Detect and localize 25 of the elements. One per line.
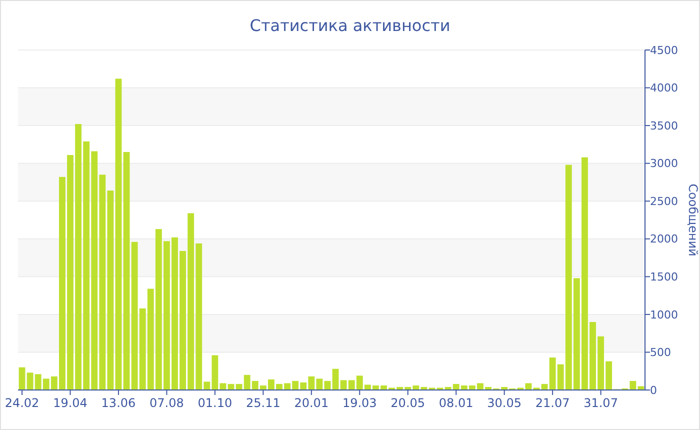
y-tick-label: 0 [650,384,657,397]
x-tick-label: 20.05 [390,396,426,410]
x-tick-label: 19.03 [342,396,377,410]
x-tick-label: 20.01 [294,396,329,410]
x-tick-label: 21.07 [535,396,570,410]
y-tick-label: 4500 [650,44,678,57]
y-tick-label: 2500 [650,194,678,208]
x-tick-label: 13.06 [101,396,136,410]
y-tick-label: 4000 [650,82,678,95]
y-tick-label: 1500 [650,270,678,284]
x-tick-label: 01.10 [198,396,232,410]
x-tick-label: 19.04 [53,396,88,410]
x-tick-label: 08.01 [438,396,474,410]
y-tick-label: 2000 [650,232,678,246]
x-tick-label: 25.11 [246,396,280,410]
x-tick-label: 31.07 [584,396,618,410]
x-tick-label: 07.08 [150,396,184,410]
y-tick-label: 1000 [650,308,678,322]
y-tick-label: 3500 [650,119,678,132]
y-axis-title: Сообщений [686,184,700,256]
x-tick-label: 30.05 [487,396,522,410]
chart-title: Статистика активности [250,16,450,35]
y-tick-label: 3000 [650,157,678,170]
y-tick-label: 500 [650,346,671,360]
x-tick-label: 24.02 [4,396,40,410]
